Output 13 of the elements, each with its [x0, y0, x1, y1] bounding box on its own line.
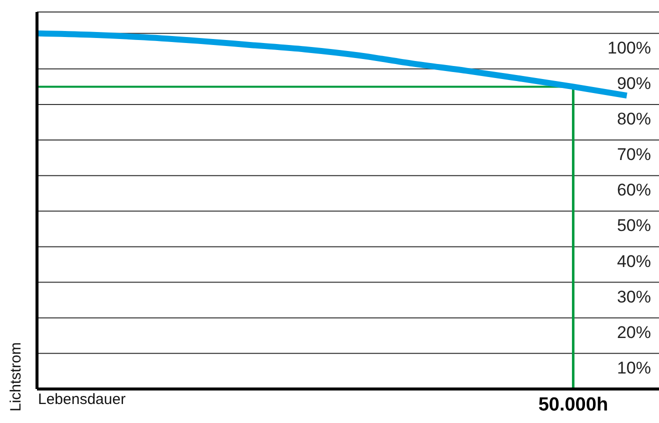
y-axis-title: Lichtstrom — [8, 341, 24, 412]
y-tick-label: 20% — [616, 322, 651, 342]
y-tick-label: 50% — [616, 216, 651, 236]
y-tick-label: 40% — [616, 252, 651, 271]
y-tick-label: 60% — [616, 180, 651, 200]
y-tick-label: 90% — [616, 74, 651, 93]
y-tick-label: 100% — [608, 38, 651, 58]
x-axis-title: Lebensdauer — [38, 391, 126, 408]
y-tick-label: 70% — [616, 145, 651, 164]
y-tick-label: 80% — [616, 110, 651, 129]
y-tick-label: 10% — [616, 358, 651, 378]
y-tick-label: 30% — [616, 287, 651, 306]
x-tick-label: 50.000h — [538, 394, 608, 416]
